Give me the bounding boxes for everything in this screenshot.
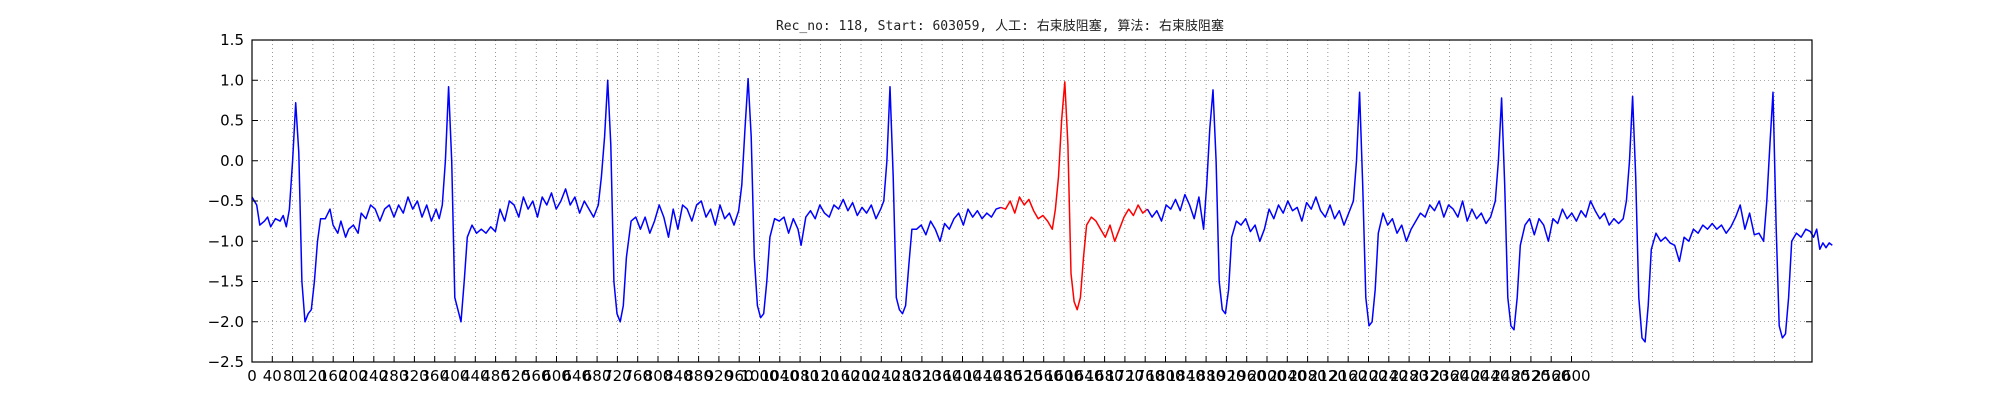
y-tick-label: −0.5 (208, 192, 244, 210)
chart-title: Rec_no: 118, Start: 603059, 人工: 右束肢阻塞, 算… (776, 18, 1224, 34)
x-tick-label: 1000 (740, 367, 778, 385)
x-tick-label: 360 (420, 367, 449, 385)
x-tick-label: 1960 (1228, 367, 1266, 385)
x-tick-label: 1440 (964, 367, 1002, 385)
x-tick-label: 560 (522, 367, 551, 385)
x-tick-label: 2120 (1309, 367, 1347, 385)
x-tick-label: 1600 (1045, 367, 1083, 385)
x-tick-label: 2400 (1451, 367, 1489, 385)
x-tick-label: 2600 (1552, 367, 1590, 385)
x-tick-label: 2480 (1492, 367, 1530, 385)
x-tick-label: 1080 (781, 367, 819, 385)
x-tick-label: 120 (299, 367, 328, 385)
x-tick-label: 760 (623, 367, 652, 385)
x-tick-label: 1280 (883, 367, 921, 385)
series-line-2 (1000, 81, 1148, 311)
y-tick-label: −2.5 (208, 353, 244, 371)
x-tick-label: 2560 (1532, 367, 1570, 385)
x-tick-label: 1160 (822, 367, 860, 385)
series-line-1 (251, 77, 1002, 323)
x-tick-label: 320 (400, 367, 429, 385)
x-tick-label: 1640 (1065, 367, 1103, 385)
x-tick-label: 2080 (1289, 367, 1327, 385)
x-tick-label: 720 (603, 367, 632, 385)
x-tick-label: 2360 (1431, 367, 1469, 385)
x-tick-label: 960 (725, 367, 754, 385)
x-tick-label: 40 (263, 367, 282, 385)
x-tick-label: 880 (684, 367, 713, 385)
x-tick-label: 1680 (1086, 367, 1124, 385)
x-tick-label: 1800 (1146, 367, 1184, 385)
x-tick-label: 240 (359, 367, 388, 385)
x-tick-label: 1480 (984, 367, 1022, 385)
x-tick-label: 200 (339, 367, 368, 385)
y-tick-label: −1.0 (208, 232, 244, 250)
x-tick-label: 400 (441, 367, 470, 385)
x-tick-label: 280 (380, 367, 409, 385)
x-tick-label: 2520 (1512, 367, 1550, 385)
x-tick-label: 440 (461, 367, 490, 385)
x-tick-label: 840 (664, 367, 693, 385)
series-line-3 (1146, 89, 1833, 343)
y-tick-label: 0.0 (220, 152, 244, 170)
x-tick-label: 520 (502, 367, 531, 385)
y-tick-label: 0.5 (220, 112, 244, 130)
x-tick-label: 2000 (1248, 367, 1286, 385)
y-tick-label: −1.5 (208, 273, 244, 291)
x-tick-label: 600 (542, 367, 571, 385)
x-tick-label: 1320 (903, 367, 941, 385)
x-tick-label: 480 (481, 367, 510, 385)
y-tick-label: 1.0 (220, 71, 244, 89)
x-tick-label: 1040 (761, 367, 799, 385)
x-tick-label: 1360 (923, 367, 961, 385)
grid (252, 40, 1812, 362)
x-tick-label: 80 (283, 367, 302, 385)
y-tick-label: −2.0 (208, 313, 244, 331)
x-tick-label: 1720 (1106, 367, 1144, 385)
x-tick-label: 1520 (1004, 367, 1042, 385)
x-tick-label: 1560 (1025, 367, 1063, 385)
x-tick-label: 1840 (1167, 367, 1205, 385)
x-tick-label: 1400 (943, 367, 981, 385)
y-axis: 1.5 1.0 0.5 0.0 −0.5 −1.0 −1.5 −2.0 −2.5 (208, 31, 1812, 371)
x-tick-label: 1760 (1126, 367, 1164, 385)
x-tick-label: 160 (319, 367, 348, 385)
x-tick-label: 2040 (1268, 367, 1306, 385)
x-tick-label: 680 (583, 367, 612, 385)
x-tick-label: 1200 (842, 367, 880, 385)
x-tick-label: 1240 (862, 367, 900, 385)
x-tick-label: 640 (562, 367, 591, 385)
x-tick-label: 2440 (1471, 367, 1509, 385)
x-tick-label: 2240 (1370, 367, 1408, 385)
x-tick-label: 2280 (1390, 367, 1428, 385)
x-tick-label: 920 (705, 367, 734, 385)
x-tick-label: 1920 (1207, 367, 1245, 385)
x-tick-label: 1880 (1187, 367, 1225, 385)
x-tick-label: 0 (247, 367, 257, 385)
x-tick-label: 2200 (1349, 367, 1387, 385)
ecg-series (251, 77, 1833, 343)
x-axis: 0 40 8012016020024028032036040044048052056… (247, 356, 1591, 385)
y-tick-label: 1.5 (220, 31, 244, 49)
x-tick-label: 800 (644, 367, 673, 385)
x-tick-label: 2320 (1410, 367, 1448, 385)
x-tick-label: 2160 (1329, 367, 1367, 385)
x-tick-label: 1120 (801, 367, 839, 385)
